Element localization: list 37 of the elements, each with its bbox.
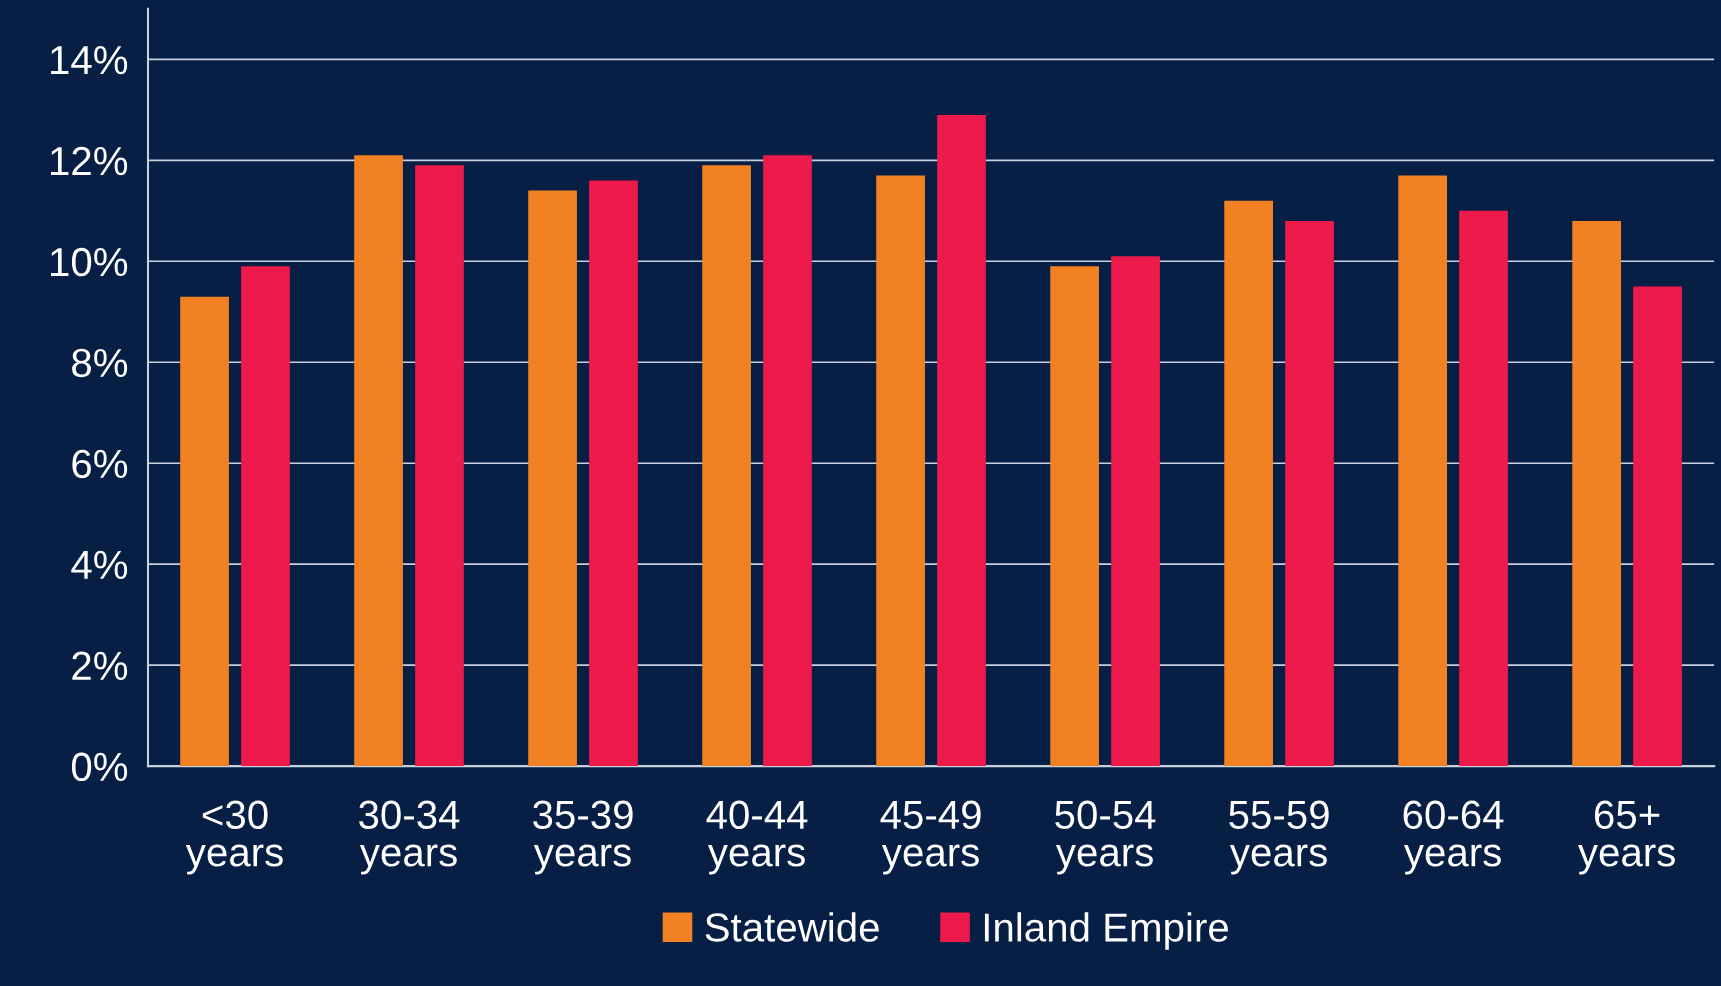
bar	[528, 190, 577, 767]
legend-label: Statewide	[705, 912, 879, 942]
y-tick-label: 12%	[51, 146, 128, 176]
y-tick-label: 6%	[72, 449, 128, 479]
x-tick-label: 50-54 years	[1055, 800, 1156, 875]
bar	[937, 114, 986, 767]
x-tick-label: <30 years	[185, 800, 283, 875]
y-tick-label: 14%	[51, 46, 128, 75]
legend-label: Inland Empire	[984, 912, 1228, 950]
bar	[1459, 210, 1508, 767]
bar	[1285, 220, 1334, 767]
x-tick-label: 30-34 years	[359, 800, 460, 875]
x-tick-label: 40-44 years	[706, 800, 808, 875]
y-tick-label: 4%	[71, 550, 128, 580]
x-tick-label: 45-49 years	[880, 800, 981, 875]
bar	[876, 175, 925, 767]
y-tick-label: 8%	[72, 348, 128, 378]
x-tick-label: 60-64 years	[1403, 800, 1504, 875]
x-tick-label: 35-39 years	[533, 800, 633, 875]
x-tick-label: 65+ years	[1577, 800, 1675, 875]
bar	[415, 165, 464, 767]
bar	[1572, 220, 1622, 767]
x-tick-label: 55-59 years	[1229, 800, 1329, 875]
bar	[180, 296, 229, 767]
bar	[241, 266, 290, 767]
bar	[589, 180, 638, 767]
y-tick-label: 2%	[72, 651, 128, 680]
bar	[1224, 200, 1273, 767]
bar	[1111, 256, 1160, 767]
bar	[354, 155, 403, 767]
y-tick-label: 0%	[71, 752, 128, 782]
bar	[1050, 266, 1099, 767]
bar	[702, 165, 751, 767]
bar	[1633, 286, 1682, 767]
bar	[1398, 175, 1448, 767]
bar	[763, 155, 812, 767]
y-tick-label: 10%	[51, 247, 128, 277]
